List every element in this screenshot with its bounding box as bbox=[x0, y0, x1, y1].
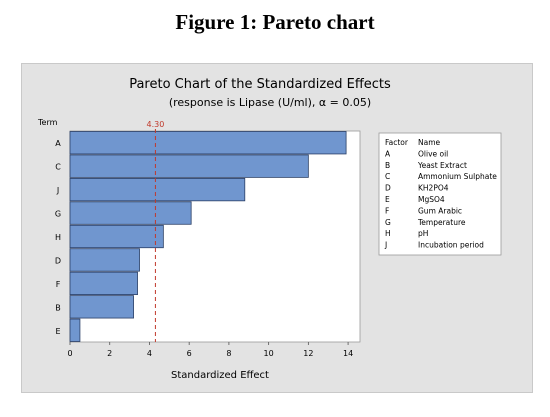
bar-J bbox=[69, 177, 246, 202]
legend-name-B: Yeast Extract bbox=[417, 161, 467, 170]
legend-factor-H: H bbox=[385, 229, 391, 238]
category-label-G: G bbox=[55, 210, 61, 219]
chart-subtitle: (response is Lipase (U/ml), α = 0.05) bbox=[169, 96, 371, 109]
category-label-J: J bbox=[56, 186, 59, 195]
bar-F bbox=[69, 271, 138, 296]
x-tick-label-8: 8 bbox=[226, 349, 231, 358]
category-label-F: F bbox=[56, 280, 61, 289]
x-tick-label-10: 10 bbox=[264, 349, 274, 358]
x-axis-label: Standardized Effect bbox=[171, 370, 269, 381]
bar-G bbox=[69, 201, 192, 225]
chart-title: Pareto Chart of the Standardized Effects bbox=[129, 77, 391, 92]
x-tick-label-6: 6 bbox=[187, 349, 192, 358]
legend-header-name: Name bbox=[418, 138, 441, 147]
legend-factor-F: F bbox=[385, 206, 389, 215]
category-label-A: A bbox=[55, 139, 61, 148]
bar-A bbox=[69, 131, 347, 155]
legend-factor-G: G bbox=[385, 218, 391, 227]
legend-name-C: Ammonium Sulphate bbox=[418, 172, 497, 181]
figure-caption: Figure 1: Pareto chart bbox=[175, 10, 375, 34]
legend-name-H: pH bbox=[418, 229, 428, 238]
legend-factor-E: E bbox=[385, 195, 390, 204]
category-label-E: E bbox=[55, 327, 60, 336]
category-label-H: H bbox=[55, 233, 61, 242]
category-label-B: B bbox=[55, 303, 61, 312]
bar-H bbox=[69, 224, 164, 249]
legend-name-D: KH2PO4 bbox=[418, 184, 449, 193]
reference-line-label: 4.30 bbox=[147, 120, 165, 129]
x-tick-label-2: 2 bbox=[107, 349, 112, 358]
x-tick-label-0: 0 bbox=[67, 349, 72, 358]
bar-B bbox=[69, 295, 134, 319]
legend-factor-B: B bbox=[385, 161, 390, 170]
legend-name-A: Olive oil bbox=[418, 149, 448, 158]
category-label-D: D bbox=[55, 256, 61, 265]
legend-name-F: Gum Arabic bbox=[418, 206, 462, 215]
legend-name-E: MgSO4 bbox=[418, 195, 445, 204]
bar-C bbox=[69, 154, 309, 178]
legend-name-J: Incubation period bbox=[418, 241, 484, 250]
x-tick-label-12: 12 bbox=[303, 349, 313, 358]
x-tick-label-14: 14 bbox=[343, 349, 353, 358]
legend-header-factor: Factor bbox=[385, 138, 409, 147]
legend-name-G: Temperature bbox=[417, 218, 466, 227]
x-tick-label-4: 4 bbox=[147, 349, 152, 358]
legend-factor-D: D bbox=[385, 184, 391, 193]
y-axis-label: Term bbox=[37, 118, 58, 127]
category-label-C: C bbox=[55, 163, 61, 172]
legend-box bbox=[378, 132, 502, 256]
bar-D bbox=[69, 248, 140, 272]
legend-factor-J: J bbox=[384, 241, 387, 250]
legend-factor-A: A bbox=[385, 149, 391, 158]
legend-factor-C: C bbox=[385, 172, 390, 181]
bar-E bbox=[69, 318, 81, 342]
